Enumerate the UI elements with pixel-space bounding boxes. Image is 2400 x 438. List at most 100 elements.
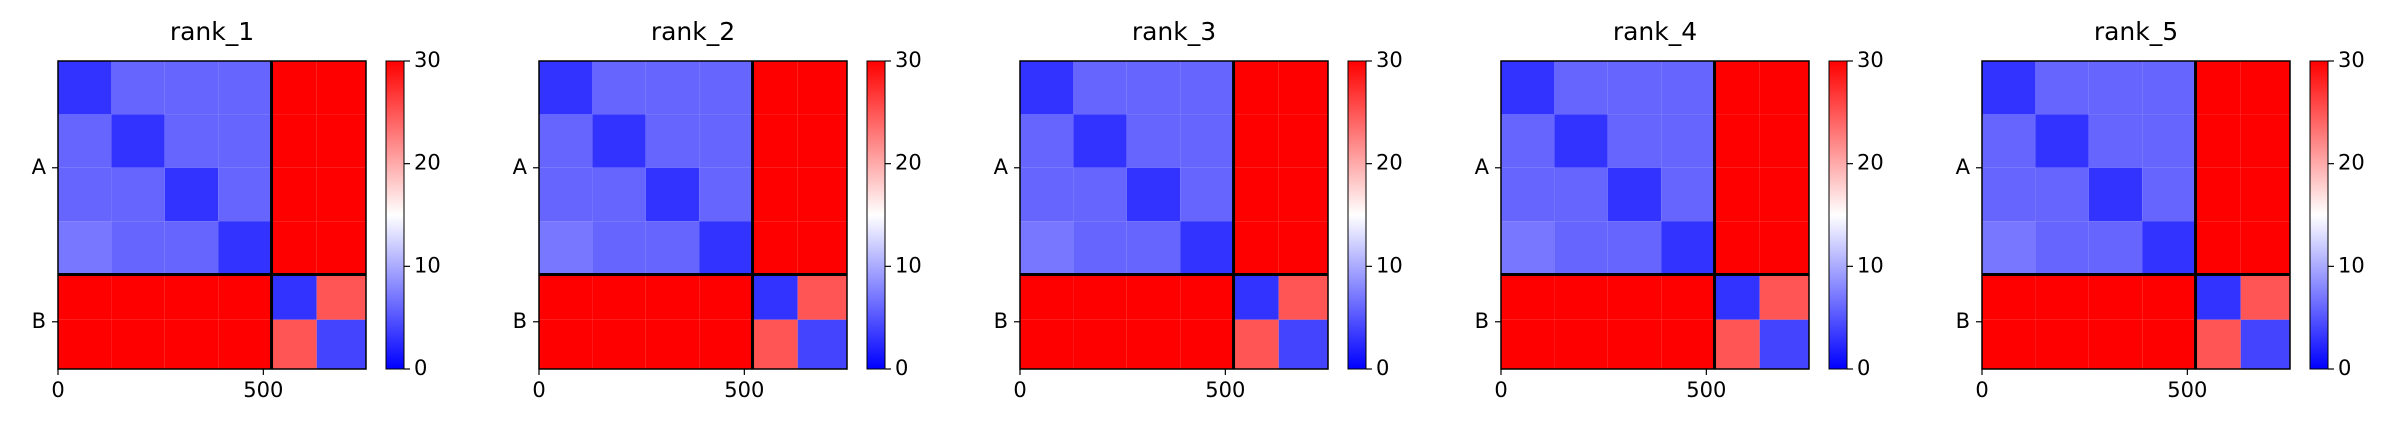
- colorbar-tick-label: 10: [1376, 253, 1403, 277]
- heatmap-cell: [1661, 319, 1715, 369]
- heatmap-cell: [271, 221, 317, 275]
- heatmap-cell: [1020, 221, 1074, 275]
- heatmap-cell: [1714, 319, 1760, 369]
- heatmap-cell: [316, 61, 366, 115]
- heatmap-cell: [2035, 319, 2089, 369]
- heatmap-cell: [1714, 274, 1760, 320]
- heatmap-cell: [2195, 114, 2241, 168]
- colorbar-tick-label: 30: [414, 48, 441, 72]
- heatmap-cell: [1278, 221, 1328, 275]
- heatmap-cell: [1554, 61, 1608, 115]
- heatmap-cell: [1020, 114, 1074, 168]
- heatmap-cell: [1982, 274, 2036, 320]
- x-tick-label: 500: [243, 378, 283, 402]
- heatmap-cell: [2088, 319, 2143, 369]
- heatmap-cell: [1073, 221, 1127, 275]
- heatmap-cell: [539, 114, 593, 168]
- heatmap-cell: [1278, 114, 1328, 168]
- heatmap-cell: [1126, 61, 1181, 115]
- colorbar-tick-label: 20: [2338, 151, 2365, 175]
- heatmap-cell: [592, 114, 646, 168]
- heatmap-cell: [592, 167, 646, 222]
- heatmap-cell: [645, 61, 700, 115]
- heatmap-cell: [2142, 274, 2196, 320]
- heatmap-cell: [2195, 61, 2241, 115]
- heatmap-cell: [111, 167, 165, 222]
- heatmap-cell: [539, 61, 593, 115]
- colorbar: [866, 60, 886, 370]
- heatmap-cell: [1233, 61, 1279, 115]
- heatmap-cell: [316, 167, 366, 222]
- heatmap-cell: [111, 274, 165, 320]
- heatmap-cell: [1233, 221, 1279, 275]
- heatmap-cell: [797, 114, 847, 168]
- heatmap-cell: [699, 274, 753, 320]
- heatmap-cell: [271, 114, 317, 168]
- heatmap-cell: [2142, 114, 2196, 168]
- heatmap-cell: [2035, 221, 2089, 275]
- y-tick-label: B: [513, 309, 527, 333]
- heatmap-cell: [1180, 319, 1234, 369]
- heatmap-cell: [2088, 274, 2143, 320]
- heatmap-cell: [2195, 319, 2241, 369]
- heatmap-cell: [164, 319, 219, 369]
- colorbar-tick-label: 30: [1376, 48, 1403, 72]
- heatmap-cell: [1073, 167, 1127, 222]
- heatmap-cell: [1661, 221, 1715, 275]
- heatmap-cell: [218, 319, 272, 369]
- heatmap-cell: [271, 274, 317, 320]
- panel-title: rank_5: [2094, 17, 2178, 46]
- heatmap-cell: [1180, 114, 1234, 168]
- colorbar: [2309, 60, 2329, 370]
- heatmap-cell: [2240, 221, 2290, 275]
- heatmap-cell: [1714, 167, 1760, 222]
- heatmap-cell: [1982, 221, 2036, 275]
- heatmap-cell: [797, 274, 847, 320]
- panel-title: rank_1: [170, 17, 254, 46]
- x-tick-label: 0: [532, 378, 545, 402]
- heatmap-cell: [271, 319, 317, 369]
- heatmap-cell: [752, 114, 798, 168]
- colorbar-tick-label: 10: [2338, 253, 2365, 277]
- heatmap-cell: [1126, 274, 1181, 320]
- colorbar-tick-label: 20: [1857, 151, 1884, 175]
- colorbar-tick-label: 30: [2338, 48, 2365, 72]
- heatmap-cell: [1759, 274, 1809, 320]
- x-tick-label: 500: [724, 378, 764, 402]
- heatmap-cell: [1607, 319, 1662, 369]
- heatmap-cell: [1278, 319, 1328, 369]
- y-tick-label: B: [32, 309, 46, 333]
- y-tick-label: B: [1475, 309, 1489, 333]
- heatmap-cell: [2035, 114, 2089, 168]
- heatmap-cell: [1501, 319, 1555, 369]
- heatmap-cell: [1073, 274, 1127, 320]
- heatmap-cell: [1661, 274, 1715, 320]
- heatmap-cell: [1554, 319, 1608, 369]
- heatmap-cell: [2142, 221, 2196, 275]
- heatmap-cell: [1233, 114, 1279, 168]
- colorbar-tick-label: 30: [1857, 48, 1884, 72]
- heatmap-cell: [2195, 167, 2241, 222]
- heatmap-cell: [1501, 274, 1555, 320]
- heatmap-cell: [699, 221, 753, 275]
- heatmap-cell: [1607, 167, 1662, 222]
- heatmap-cell: [752, 319, 798, 369]
- heatmap-cell: [58, 274, 112, 320]
- heatmap-cell: [1501, 167, 1555, 222]
- colorbar-tick-label: 30: [895, 48, 922, 72]
- heatmap-cell: [271, 167, 317, 222]
- colorbar-tick-label: 0: [1376, 356, 1389, 380]
- heatmap-cell: [539, 274, 593, 320]
- heatmap-cell: [1661, 61, 1715, 115]
- heatmap-cell: [1233, 167, 1279, 222]
- heatmap-cell: [539, 319, 593, 369]
- heatmap-cell: [1278, 61, 1328, 115]
- heatmap-cell: [1233, 274, 1279, 320]
- heatmap-cell: [2195, 221, 2241, 275]
- heatmap-cell: [1180, 221, 1234, 275]
- colorbar-tick-label: 20: [414, 151, 441, 175]
- y-tick-label: B: [994, 309, 1008, 333]
- heatmap-cell: [1607, 274, 1662, 320]
